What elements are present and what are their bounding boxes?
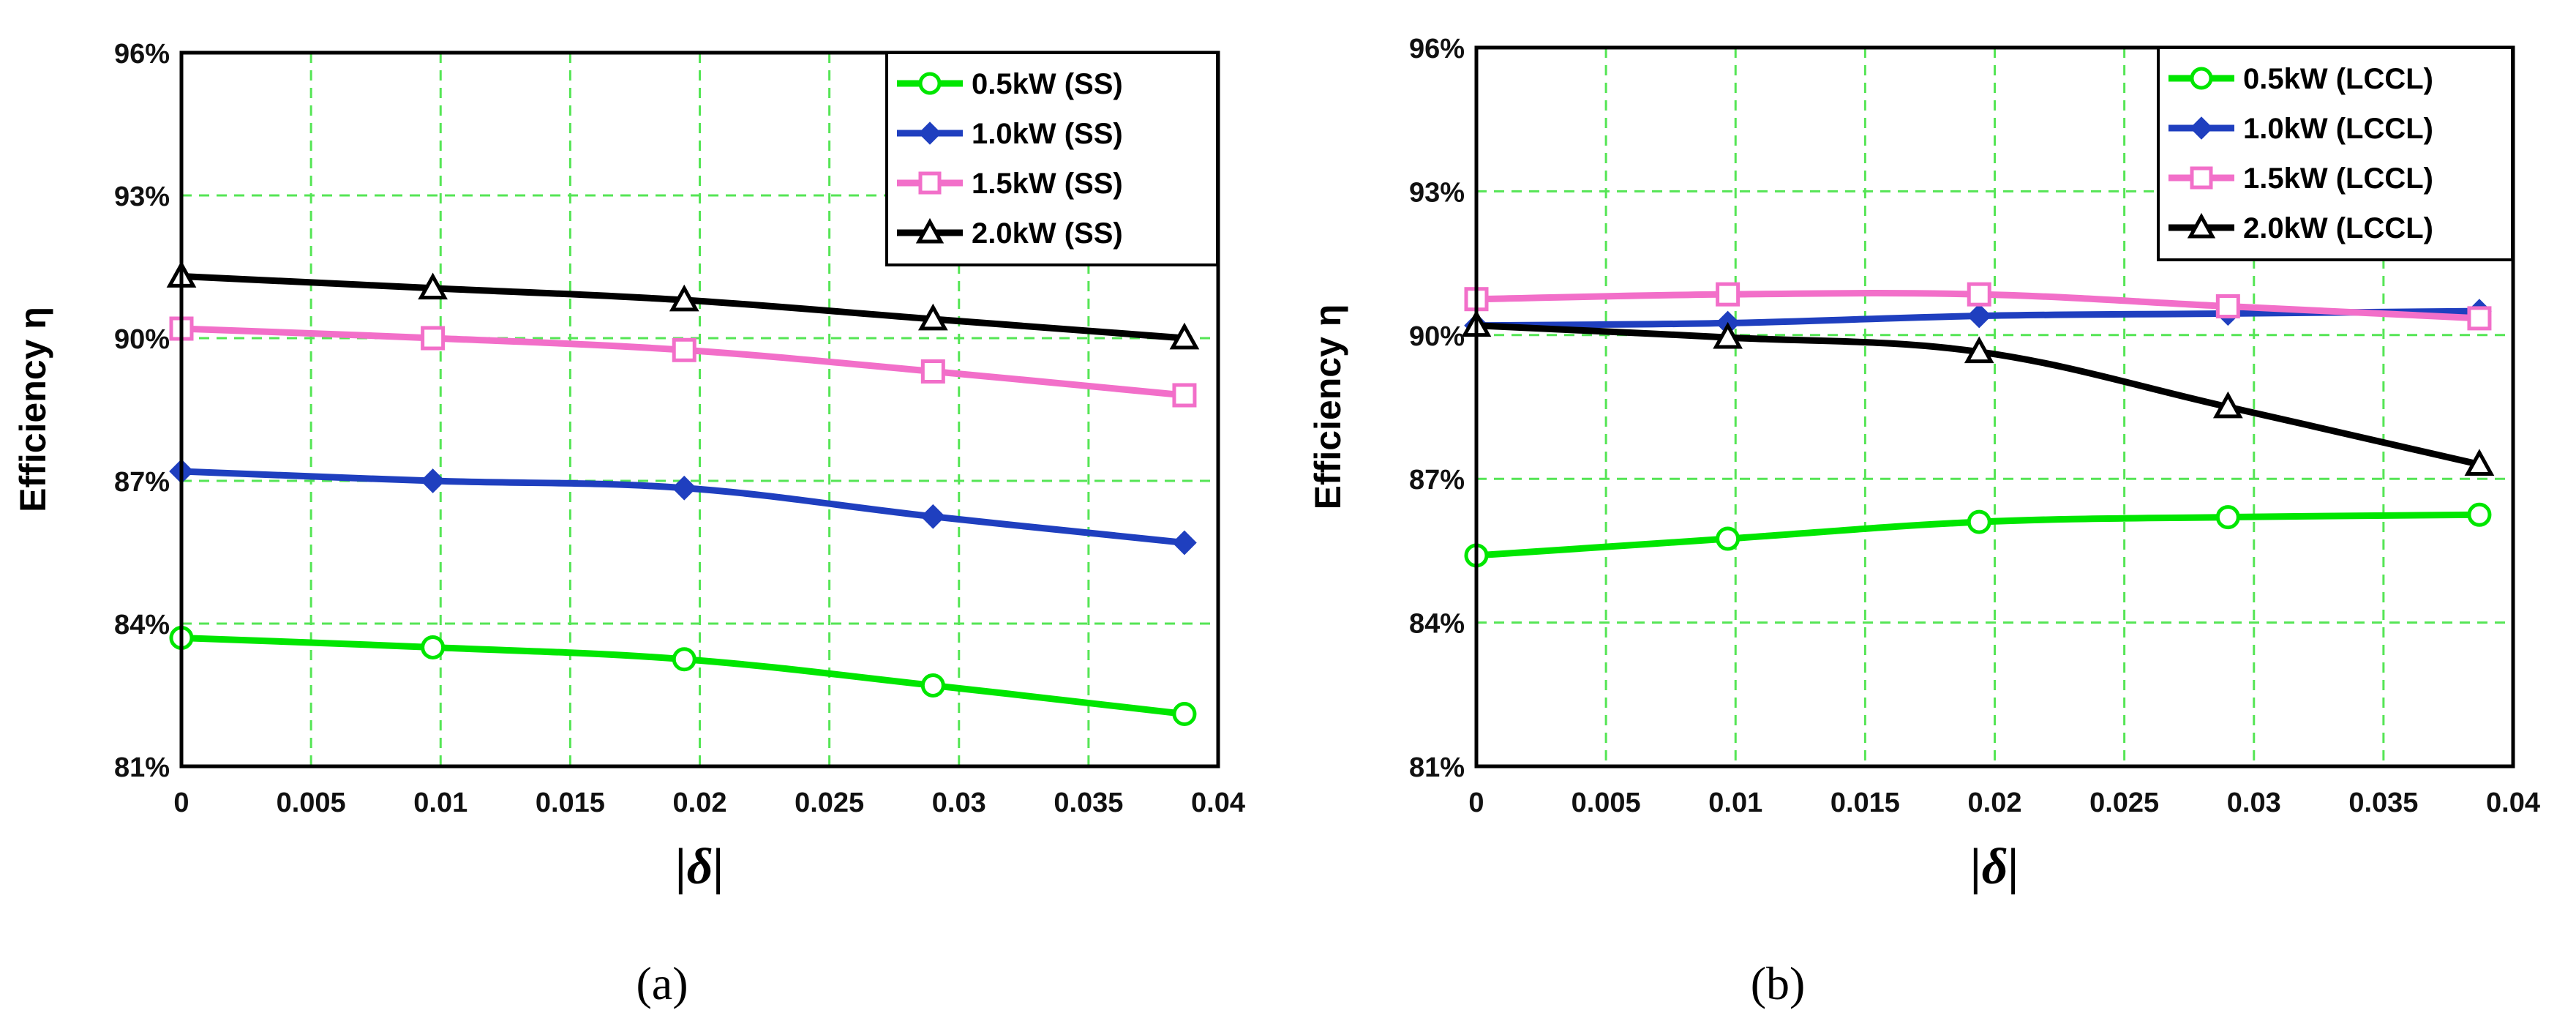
legend-marker-1-0kw-ss <box>918 121 942 145</box>
y-tick-label: 84% <box>1409 609 1465 640</box>
legend-entry: 2.0kW (LCCL) <box>2243 212 2433 244</box>
y-tick-label: 90% <box>114 324 170 355</box>
y-axis-label: Efficiency η <box>12 307 53 512</box>
legend-entry: 1.5kW (SS) <box>972 168 1123 200</box>
x-tick-label: 0.035 <box>2348 788 2418 818</box>
plot-frame <box>1474 45 2515 769</box>
x-tick-label: 0.025 <box>2089 788 2159 818</box>
x-tick-label: 0.02 <box>673 788 727 818</box>
y-tick-label: 87% <box>1409 465 1465 496</box>
x-tick-label: 0.01 <box>1708 788 1762 818</box>
y-tick-label: 87% <box>114 467 170 498</box>
x-tick-label: 0.005 <box>277 788 346 818</box>
y-tick-label: 81% <box>1409 752 1465 783</box>
x-tick-label: 0.025 <box>795 788 864 818</box>
data-point-1-5kw-lccl-1 <box>1716 282 1741 307</box>
legend: 0.5kW (SS) 1.0kW (SS) 1.5kW (SS) 2.0kW (SS) <box>885 51 1219 266</box>
panel-label: (b) <box>1751 957 1806 1009</box>
legend-entry: 0.5kW (SS) <box>972 68 1123 100</box>
legend-entry: 1.0kW (SS) <box>972 118 1123 150</box>
legend-entry: 0.5kW (LCCL) <box>2243 63 2433 95</box>
legend-marker-1-5kw-lccl <box>2190 166 2213 190</box>
data-point-1-5kw-ss-1 <box>421 326 446 351</box>
data-point-1-5kw-lccl-2 <box>1967 282 1991 307</box>
x-tick-label: 0 <box>1468 788 1484 818</box>
chart-panel-a: 0 0.005 0.01 0.015 0.02 0.025 0.03 0.035 0.04 81%… <box>12 39 1245 1009</box>
legend-marker-1-0kw-lccl <box>2190 116 2213 140</box>
data-point-2-0kw-lccl-1 <box>1713 321 1743 349</box>
panel-label: (a) <box>636 957 688 1009</box>
x-tick-label: 0.015 <box>1830 788 1900 818</box>
data-point-0-5kw-ss-4 <box>1172 702 1197 726</box>
x-axis-label: |δ| <box>1970 839 2019 895</box>
x-tick-label: 0.02 <box>1968 788 2022 818</box>
data-point-0-5kw-lccl-1 <box>1716 526 1741 551</box>
data-point-0-5kw-lccl-3 <box>2215 505 2240 530</box>
data-point-2-0kw-lccl-2 <box>1964 336 1994 364</box>
data-point-0-5kw-lccl-2 <box>1967 509 1991 534</box>
x-tick-label: 0 <box>173 788 189 818</box>
data-point-2-0kw-ss-1 <box>418 272 448 300</box>
data-point-1-0kw-ss-2 <box>672 475 697 501</box>
y-tick-label: 84% <box>114 610 170 640</box>
y-tick-label: 93% <box>114 182 170 212</box>
y-tick-label: 96% <box>1409 34 1465 64</box>
data-point-1-0kw-ss-1 <box>420 468 446 493</box>
x-tick-label: 0.03 <box>2227 788 2281 818</box>
data-point-0-5kw-ss-2 <box>672 647 696 672</box>
data-point-0-5kw-ss-3 <box>920 673 945 698</box>
legend-marker-0-5kw-lccl <box>2190 67 2213 90</box>
legend-entry: 2.0kW (SS) <box>972 217 1123 250</box>
legend-marker-0-5kw-ss <box>918 72 942 95</box>
x-tick-label: 0.01 <box>413 788 467 818</box>
data-point-1-5kw-ss-3 <box>920 359 945 384</box>
y-tick-label: 81% <box>114 752 170 783</box>
legend-entry: 1.0kW (LCCL) <box>2243 113 2433 145</box>
y-tick-label: 96% <box>114 39 170 70</box>
legend-marker-2-0kw-ss <box>915 217 945 244</box>
data-point-2-0kw-lccl-3 <box>2212 391 2243 419</box>
data-point-1-0kw-ss-4 <box>1172 530 1197 556</box>
x-tick-label: 0.035 <box>1054 788 1123 818</box>
legend-marker-2-0kw-lccl <box>2187 212 2216 239</box>
data-point-1-0kw-lccl-2 <box>1967 303 1992 329</box>
data-point-1-5kw-ss-4 <box>1172 383 1197 408</box>
data-point-1-0kw-ss-3 <box>920 504 946 529</box>
x-axis-label: |δ| <box>675 839 724 895</box>
y-axis-label: Efficiency η <box>1307 304 1348 510</box>
y-tick-label: 93% <box>1409 177 1465 208</box>
data-point-2-0kw-ss-4 <box>1169 322 1200 350</box>
data-point-0-5kw-lccl-4 <box>2467 502 2492 527</box>
data-point-2-0kw-ss-2 <box>669 284 699 312</box>
x-tick-label: 0.03 <box>932 788 986 818</box>
data-point-1-5kw-lccl-4 <box>2467 306 2492 331</box>
x-tick-label: 0.04 <box>2486 788 2540 818</box>
data-point-2-0kw-ss-3 <box>917 303 948 331</box>
legend-box <box>885 51 1219 266</box>
x-tick-label: 0.015 <box>536 788 605 818</box>
data-point-1-5kw-lccl-3 <box>2215 294 2240 319</box>
y-tick-label: 90% <box>1409 321 1465 352</box>
plot-frame <box>179 51 1220 769</box>
legend-entry: 1.5kW (LCCL) <box>2243 162 2433 195</box>
x-tick-label: 0.005 <box>1571 788 1641 818</box>
legend: 0.5kW (LCCL) 1.0kW (LCCL) 1.5kW (LCCL) 2.0k… <box>2157 46 2514 261</box>
data-point-2-0kw-lccl-4 <box>2464 449 2495 476</box>
data-point-0-5kw-ss-1 <box>421 635 446 659</box>
x-tick-label: 0.04 <box>1191 788 1245 818</box>
data-point-1-5kw-ss-2 <box>672 337 696 362</box>
chart-panel-b: 0 0.005 0.01 0.015 0.02 0.025 0.03 0.035 0.04 81%… <box>1307 34 2540 1009</box>
legend-marker-1-5kw-ss <box>918 171 942 195</box>
